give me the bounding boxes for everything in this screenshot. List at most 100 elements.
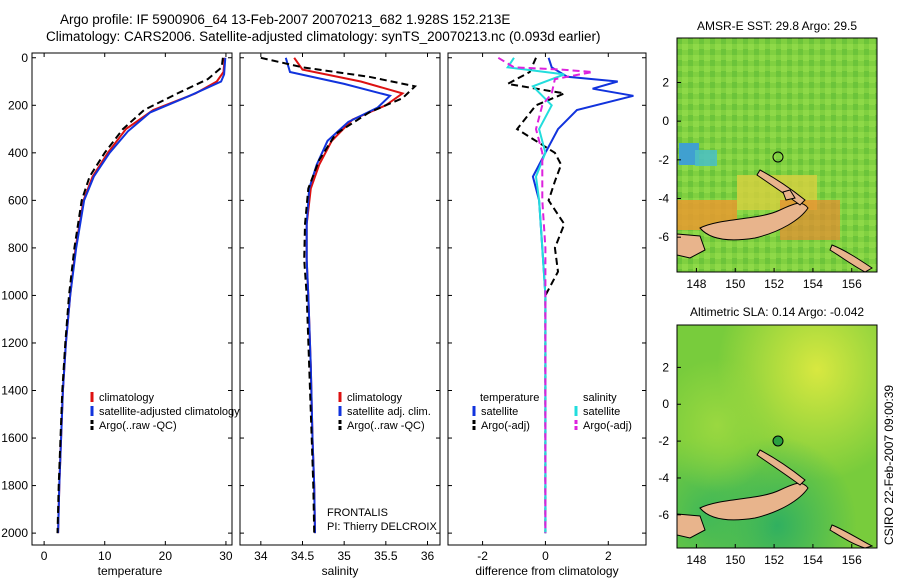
salinity-xtick-label: 34.5 bbox=[291, 549, 315, 563]
sla-map-xtick-label: 148 bbox=[686, 553, 706, 567]
temperature-xtick-label: 30 bbox=[219, 549, 233, 563]
depth-tick-label: 2000 bbox=[1, 526, 28, 540]
depth-tick-label: 0 bbox=[21, 51, 28, 65]
sst-argo-marker bbox=[772, 151, 784, 163]
sst-cool-patch bbox=[679, 143, 699, 165]
difference-legend-label: Argo(-adj) bbox=[583, 420, 632, 432]
salinity-xtick-label: 35.5 bbox=[374, 549, 398, 563]
sla-land-new-ireland bbox=[756, 449, 806, 486]
salinity-legend-label: Argo(..raw -QC) bbox=[347, 420, 425, 432]
temperature-xtick-label: 20 bbox=[159, 549, 173, 563]
difference-xlabel: difference from climatology bbox=[475, 564, 618, 578]
depth-tick-label: 800 bbox=[8, 241, 28, 255]
difference-series bbox=[497, 56, 634, 534]
sla-map-xtick-label: 154 bbox=[803, 553, 823, 567]
depth-tick-label: 600 bbox=[8, 193, 28, 207]
salinity-line-argo-raw-qc- bbox=[260, 56, 418, 534]
salinity-xtick-label: 35 bbox=[337, 549, 351, 563]
difference-line-salinity-argo-adj- bbox=[497, 56, 593, 534]
temperature-line-climatology bbox=[57, 57, 226, 534]
sst-map-land bbox=[676, 169, 873, 273]
salinity-panel: 34 34.5 35 35.5 36 salinity climatology satel… bbox=[239, 52, 441, 578]
sla-map-ytick-label: 2 bbox=[662, 360, 669, 374]
temperature-legend-label: Argo(..raw -QC) bbox=[99, 420, 177, 432]
sst-map-ytick-label: -6 bbox=[658, 230, 669, 244]
difference-legend-salinity-title: salinity bbox=[583, 392, 617, 404]
sla-argo-marker bbox=[772, 435, 784, 447]
sst-map-ytick-label: -2 bbox=[658, 153, 669, 167]
sla-map-ytick-label: -2 bbox=[658, 434, 669, 448]
salinity-legend: climatology satellite adj. clim. Argo(..ra… bbox=[338, 392, 431, 432]
depth-tick-label: 1200 bbox=[1, 336, 28, 350]
difference-xtick-label: 2 bbox=[605, 549, 612, 563]
difference-xtick-label: -2 bbox=[477, 549, 488, 563]
sst-map-frame bbox=[676, 37, 878, 273]
sla-map-ytick-label: -4 bbox=[658, 471, 669, 485]
sla-map-xtick-label: 156 bbox=[842, 553, 862, 567]
sla-map-xtick-label: 152 bbox=[764, 553, 784, 567]
figure-title-line2: Climatology: CARS2006. Satellite-adjuste… bbox=[46, 29, 601, 44]
depth-tick-label: 1800 bbox=[1, 479, 28, 493]
salinity-plot-frame bbox=[239, 52, 441, 546]
sst-map-xtick-label: 156 bbox=[842, 277, 862, 291]
footer-timestamp: CSIRO 22-Feb-2007 09:00:39 bbox=[882, 385, 896, 545]
difference-panel: -2 0 2 difference from climatology tempera… bbox=[447, 52, 647, 578]
salinity-legend-label: climatology bbox=[347, 392, 403, 404]
sla-map-title: Altimetric SLA: 0.14 Argo: -0.042 bbox=[690, 305, 864, 319]
temperature-plot-frame bbox=[31, 52, 233, 546]
sla-map-axes: 148 150 152 154 156 2 0 -2 -4 -6 bbox=[658, 360, 862, 567]
salinity-legend-label: satellite adj. clim. bbox=[347, 406, 431, 418]
temperature-axes: 0 10 20 30 0 200 400 600 800 1000 1200 1400 1600 1800… bbox=[1, 51, 233, 563]
depth-tick-label: 200 bbox=[8, 98, 28, 112]
salinity-annotation-line1: FRONTALIS bbox=[327, 507, 388, 519]
difference-xtick-label: 0 bbox=[542, 549, 549, 563]
salinity-xtick-label: 34 bbox=[254, 549, 268, 563]
sst-land-new-britain bbox=[699, 202, 809, 241]
difference-legend-label: satellite bbox=[583, 406, 620, 418]
salinity-line-climatology bbox=[293, 57, 405, 534]
temperature-xtick-label: 10 bbox=[98, 549, 112, 563]
difference-line-temperature-satellite bbox=[531, 57, 634, 534]
depth-tick-label: 400 bbox=[8, 146, 28, 160]
sla-map-ytick-label: 0 bbox=[662, 397, 669, 411]
sst-map-ytick-label: -4 bbox=[658, 192, 669, 206]
sst-map-xtick-label: 150 bbox=[725, 277, 745, 291]
sst-map-ytick-label: 2 bbox=[662, 75, 669, 89]
temperature-line-satellite-adjusted-climatology bbox=[57, 57, 227, 534]
sst-land-island bbox=[782, 189, 796, 201]
difference-legend-temperature-title: temperature bbox=[480, 392, 539, 404]
temperature-panel: 0 10 20 30 0 200 400 600 800 1000 1200 1400 1600 1800… bbox=[1, 51, 240, 578]
salinity-axes: 34 34.5 35 35.5 36 bbox=[240, 53, 440, 563]
sla-land-new-britain bbox=[699, 482, 809, 521]
difference-legend: satellite Argo(-adj) satellite Argo(-adj) bbox=[472, 406, 632, 432]
salinity-series bbox=[260, 56, 418, 534]
temperature-legend: climatology satellite-adjusted climatolog… bbox=[90, 392, 240, 432]
sla-map-panel: Altimetric SLA: 0.14 Argo: -0.042 148 150… bbox=[658, 305, 878, 567]
depth-tick-label: 1000 bbox=[1, 288, 28, 302]
sst-cool-patch-2 bbox=[695, 150, 717, 166]
sst-map-axes: 148 150 152 154 156 2 0 -2 -4 -6 bbox=[658, 75, 862, 291]
depth-tick-label: 1400 bbox=[1, 384, 28, 398]
depth-tick-label: 1600 bbox=[1, 431, 28, 445]
temperature-legend-label: satellite-adjusted climatology bbox=[99, 406, 240, 418]
sla-map-frame bbox=[676, 324, 878, 549]
difference-legend-label: satellite bbox=[481, 406, 518, 418]
temperature-xlabel: temperature bbox=[98, 564, 163, 578]
sst-map-ytick-label: 0 bbox=[662, 114, 669, 128]
sst-map-xtick-label: 154 bbox=[803, 277, 823, 291]
sst-map-xtick-label: 152 bbox=[764, 277, 784, 291]
sst-map-title: AMSR-E SST: 29.8 Argo: 29.5 bbox=[697, 19, 857, 33]
salinity-xtick-label: 36 bbox=[421, 549, 435, 563]
temperature-legend-label: climatology bbox=[99, 392, 155, 404]
salinity-line-satellite-adj-clim- bbox=[284, 57, 392, 534]
difference-axes: -2 0 2 bbox=[448, 53, 646, 563]
sla-map-ytick-label: -6 bbox=[658, 508, 669, 522]
difference-legend-label: Argo(-adj) bbox=[481, 420, 530, 432]
salinity-annotation-line2: PI: Thierry DELCROIX bbox=[327, 521, 437, 533]
difference-plot-frame bbox=[447, 52, 647, 546]
temperature-line-argo-raw-qc- bbox=[56, 57, 224, 534]
temperature-series bbox=[56, 57, 227, 534]
sst-map-panel: AMSR-E SST: 29.8 Argo: 29.5 148 150 152 154… bbox=[658, 19, 878, 291]
figure-title-line1: Argo profile: IF 5900906_64 13-Feb-2007 … bbox=[60, 12, 511, 27]
